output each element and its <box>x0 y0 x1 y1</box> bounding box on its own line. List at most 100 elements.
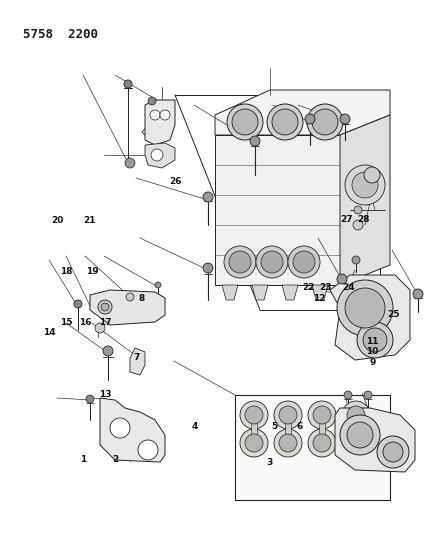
Circle shape <box>267 104 303 140</box>
Text: 12: 12 <box>312 294 325 303</box>
Polygon shape <box>340 115 390 285</box>
Circle shape <box>340 415 380 455</box>
Circle shape <box>363 328 387 352</box>
Circle shape <box>250 136 260 146</box>
Circle shape <box>101 303 109 311</box>
Circle shape <box>227 104 263 140</box>
Text: 21: 21 <box>83 216 96 224</box>
Text: 25: 25 <box>387 310 400 319</box>
Text: 23: 23 <box>319 284 332 292</box>
Text: 5: 5 <box>271 422 277 431</box>
Circle shape <box>155 282 161 288</box>
Text: 1: 1 <box>80 455 86 464</box>
Circle shape <box>150 110 160 120</box>
Circle shape <box>279 434 297 452</box>
Circle shape <box>240 401 268 429</box>
Circle shape <box>240 429 268 457</box>
Text: 3: 3 <box>267 458 273 467</box>
Text: 13: 13 <box>98 390 111 399</box>
Circle shape <box>274 401 302 429</box>
Circle shape <box>272 109 298 135</box>
Polygon shape <box>215 90 390 135</box>
Circle shape <box>308 429 336 457</box>
Circle shape <box>340 114 350 124</box>
Polygon shape <box>252 285 268 300</box>
Text: 7: 7 <box>134 353 140 361</box>
Bar <box>353 415 359 443</box>
Circle shape <box>124 80 132 88</box>
Text: 4: 4 <box>192 422 198 431</box>
Bar <box>319 415 325 443</box>
Polygon shape <box>282 285 298 300</box>
Text: 26: 26 <box>169 177 182 185</box>
Circle shape <box>337 274 347 284</box>
Polygon shape <box>130 348 145 375</box>
Polygon shape <box>145 100 175 145</box>
Bar <box>235 395 390 500</box>
Circle shape <box>312 109 338 135</box>
Circle shape <box>203 263 213 273</box>
Circle shape <box>307 104 343 140</box>
Text: 9: 9 <box>369 358 375 367</box>
Bar <box>285 415 291 443</box>
Polygon shape <box>335 408 415 472</box>
Circle shape <box>125 158 135 168</box>
Text: 27: 27 <box>340 215 353 224</box>
Text: 17: 17 <box>98 318 111 327</box>
Circle shape <box>274 429 302 457</box>
Circle shape <box>245 406 263 424</box>
Circle shape <box>103 346 113 356</box>
Text: 18: 18 <box>60 268 73 276</box>
Polygon shape <box>215 135 340 285</box>
Polygon shape <box>222 285 238 300</box>
Circle shape <box>305 114 315 124</box>
Circle shape <box>256 246 288 278</box>
Circle shape <box>151 149 163 161</box>
Circle shape <box>344 391 352 399</box>
Circle shape <box>357 322 393 358</box>
Text: 15: 15 <box>60 318 73 327</box>
Circle shape <box>203 192 213 202</box>
Circle shape <box>279 406 297 424</box>
Circle shape <box>377 436 409 468</box>
Circle shape <box>308 401 336 429</box>
Circle shape <box>148 97 156 105</box>
Text: 2: 2 <box>113 455 119 464</box>
Circle shape <box>364 391 372 399</box>
Circle shape <box>313 406 331 424</box>
Circle shape <box>245 434 263 452</box>
Circle shape <box>345 165 385 205</box>
Text: 5758  2200: 5758 2200 <box>23 28 98 41</box>
Circle shape <box>383 442 403 462</box>
Text: 14: 14 <box>43 328 56 336</box>
Polygon shape <box>312 285 328 300</box>
Circle shape <box>126 293 134 301</box>
Circle shape <box>352 256 360 264</box>
Circle shape <box>98 300 112 314</box>
Text: 19: 19 <box>86 268 98 276</box>
Circle shape <box>347 434 365 452</box>
Circle shape <box>345 288 385 328</box>
Bar <box>251 415 257 443</box>
Circle shape <box>224 246 256 278</box>
Circle shape <box>261 251 283 273</box>
Text: 11: 11 <box>366 337 379 345</box>
Polygon shape <box>330 275 410 360</box>
Circle shape <box>74 300 82 308</box>
Circle shape <box>347 406 365 424</box>
Circle shape <box>95 323 105 333</box>
Circle shape <box>337 280 393 336</box>
Circle shape <box>288 246 320 278</box>
Circle shape <box>86 395 94 403</box>
Polygon shape <box>100 398 165 462</box>
Text: 28: 28 <box>357 215 370 224</box>
Polygon shape <box>145 143 175 168</box>
Text: 8: 8 <box>138 294 144 303</box>
Text: 20: 20 <box>52 216 64 224</box>
Circle shape <box>352 172 378 198</box>
Circle shape <box>293 251 315 273</box>
Circle shape <box>342 401 370 429</box>
Text: 24: 24 <box>342 284 355 292</box>
Text: 16: 16 <box>79 318 92 327</box>
Circle shape <box>347 422 373 448</box>
